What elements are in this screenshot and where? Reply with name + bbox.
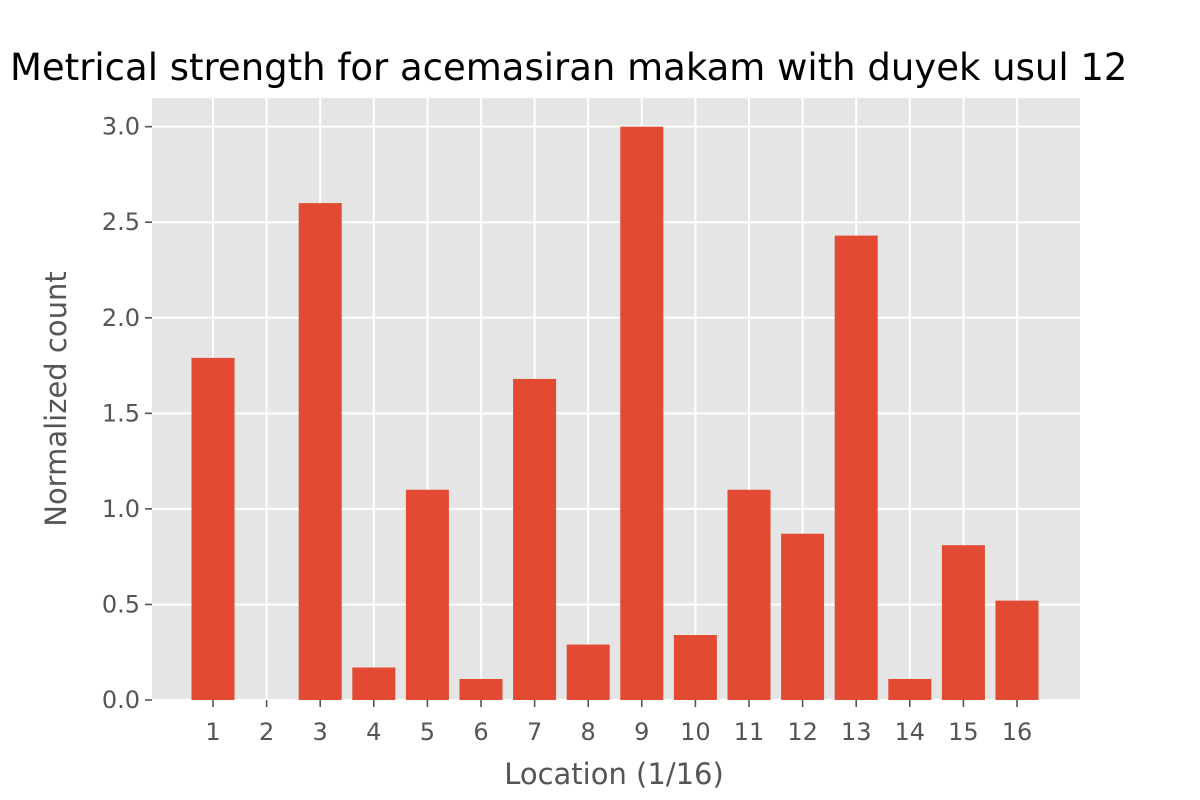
bars xyxy=(191,126,1039,700)
x-tick-label: 5 xyxy=(420,718,435,746)
x-tick-label: 2 xyxy=(259,718,274,746)
x-tick-label: 6 xyxy=(473,718,488,746)
x-axis-ticks: 1 2 3 4 5 6 7 8 9 10 11 12 13 14 15 16 xyxy=(205,700,1032,746)
plot-area xyxy=(152,98,1080,700)
bar-1 xyxy=(191,357,235,700)
y-tick-label: 1.0 xyxy=(102,495,140,523)
bar-6 xyxy=(459,678,503,700)
y-tick-label: 2.5 xyxy=(102,208,140,236)
bar-10 xyxy=(673,635,717,700)
x-tick-label: 16 xyxy=(1002,718,1033,746)
y-axis-label: Normalized count xyxy=(39,271,73,527)
y-tick-label: 1.5 xyxy=(102,399,140,427)
bar-3 xyxy=(298,203,342,700)
y-tick-label: 3.0 xyxy=(102,113,140,141)
y-tick-label: 0.5 xyxy=(102,590,140,618)
y-tick-label: 2.0 xyxy=(102,304,140,332)
bar-16 xyxy=(995,600,1039,700)
bar-7 xyxy=(513,378,557,700)
x-tick-label: 8 xyxy=(581,718,596,746)
bar-14 xyxy=(888,678,932,700)
x-tick-label: 1 xyxy=(205,718,220,746)
y-tick-label: 0.0 xyxy=(102,686,140,714)
x-tick-label: 4 xyxy=(366,718,381,746)
chart-title: Metrical strength for acemasiran makam w… xyxy=(10,46,1127,89)
y-axis-ticks: 0.0 0.5 1.0 1.5 2.0 2.5 3.0 xyxy=(102,113,152,714)
x-tick-label: 14 xyxy=(895,718,926,746)
x-tick-label: 11 xyxy=(734,718,765,746)
x-axis-label: Location (1/16) xyxy=(504,757,724,791)
bar-8 xyxy=(566,644,610,700)
x-tick-label: 10 xyxy=(680,718,711,746)
bar-12 xyxy=(781,533,825,700)
x-tick-label: 15 xyxy=(948,718,979,746)
bar-5 xyxy=(405,489,449,700)
bar-15 xyxy=(941,545,985,700)
bar-11 xyxy=(727,489,771,700)
x-tick-label: 3 xyxy=(313,718,328,746)
x-tick-label: 12 xyxy=(787,718,818,746)
x-tick-label: 13 xyxy=(841,718,872,746)
x-tick-label: 9 xyxy=(634,718,649,746)
bar-9 xyxy=(620,126,664,700)
bar-4 xyxy=(352,667,396,700)
x-tick-label: 7 xyxy=(527,718,542,746)
bar-13 xyxy=(834,235,878,700)
